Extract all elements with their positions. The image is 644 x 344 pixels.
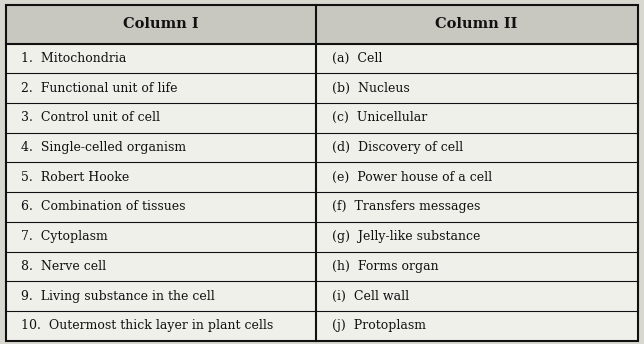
Text: Column II: Column II [435, 18, 518, 31]
Text: (e)  Power house of a cell: (e) Power house of a cell [332, 171, 492, 184]
Text: (b)  Nucleus: (b) Nucleus [332, 82, 410, 95]
Text: (a)  Cell: (a) Cell [332, 52, 382, 65]
Text: (g)  Jelly-like substance: (g) Jelly-like substance [332, 230, 480, 243]
Text: 8.  Nerve cell: 8. Nerve cell [21, 260, 106, 273]
Text: 1.  Mitochondria: 1. Mitochondria [21, 52, 126, 65]
Text: 10.  Outermost thick layer in plant cells: 10. Outermost thick layer in plant cells [21, 319, 273, 332]
Text: (j)  Protoplasm: (j) Protoplasm [332, 319, 426, 332]
Text: Column I: Column I [123, 18, 199, 31]
Text: 2.  Functional unit of life: 2. Functional unit of life [21, 82, 177, 95]
Bar [316, 5, 638, 44]
Text: 7.  Cytoplasm: 7. Cytoplasm [21, 230, 108, 243]
Text: 6.  Combination of tissues: 6. Combination of tissues [21, 201, 185, 214]
Text: 9.  Living substance in the cell: 9. Living substance in the cell [21, 290, 214, 302]
Text: (h)  Forms organ: (h) Forms organ [332, 260, 439, 273]
Text: 5.  Robert Hooke: 5. Robert Hooke [21, 171, 129, 184]
Bar [6, 5, 316, 44]
Text: (d)  Discovery of cell: (d) Discovery of cell [332, 141, 463, 154]
Text: 3.  Control unit of cell: 3. Control unit of cell [21, 111, 160, 125]
Text: 4.  Single-celled organism: 4. Single-celled organism [21, 141, 185, 154]
Text: (f)  Transfers messages: (f) Transfers messages [332, 201, 480, 214]
Text: (c)  Unicellular: (c) Unicellular [332, 111, 427, 125]
Text: (i)  Cell wall: (i) Cell wall [332, 290, 409, 302]
